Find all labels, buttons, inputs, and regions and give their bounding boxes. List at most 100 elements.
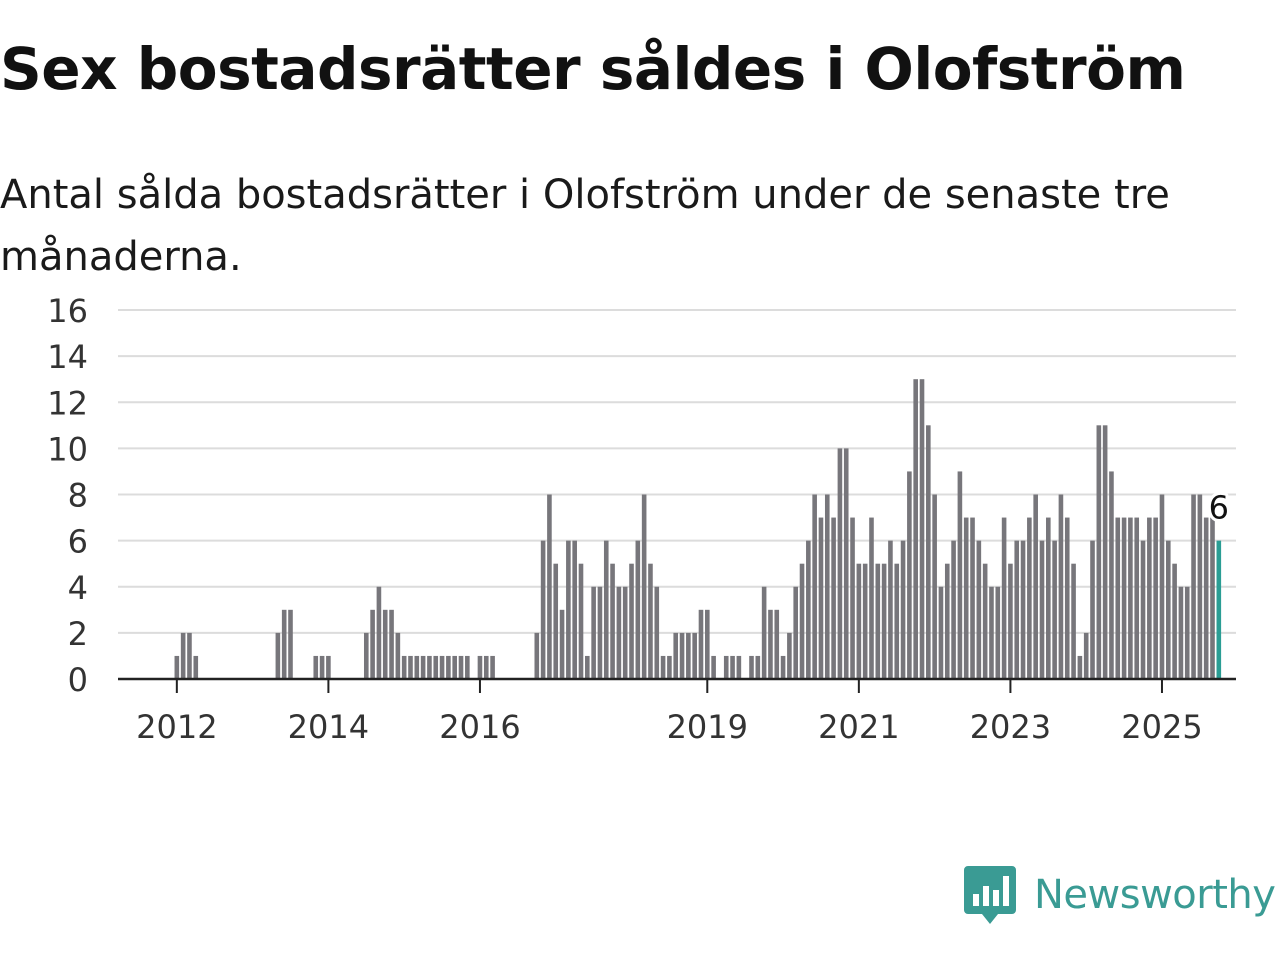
bar bbox=[831, 517, 836, 679]
bar bbox=[970, 517, 975, 679]
bar bbox=[913, 379, 918, 679]
bar bbox=[376, 586, 382, 679]
bar bbox=[1210, 517, 1215, 679]
bar bbox=[894, 563, 900, 679]
bar bbox=[1096, 425, 1102, 679]
bar bbox=[1001, 517, 1007, 679]
bar bbox=[755, 655, 761, 679]
y-tick-label: 8 bbox=[68, 477, 88, 515]
bar bbox=[995, 586, 1001, 679]
bar bbox=[711, 655, 716, 679]
bar bbox=[806, 540, 811, 680]
bar bbox=[1191, 494, 1196, 679]
x-tick-label: 2023 bbox=[970, 708, 1051, 746]
y-tick-label: 6 bbox=[68, 523, 88, 561]
bar bbox=[1039, 540, 1045, 680]
bar bbox=[1115, 517, 1121, 679]
bar bbox=[477, 655, 483, 679]
bar bbox=[1052, 540, 1057, 680]
bar bbox=[427, 655, 432, 679]
bar bbox=[1064, 517, 1070, 679]
chart-title: Sex bostadsrätter såldes i Olofström bbox=[0, 35, 1186, 103]
bar bbox=[698, 609, 704, 679]
bar bbox=[1077, 655, 1083, 679]
bar bbox=[1090, 540, 1095, 680]
bar bbox=[1203, 517, 1209, 679]
bar bbox=[761, 586, 767, 679]
bar bbox=[401, 655, 407, 679]
y-tick-label: 4 bbox=[68, 569, 88, 607]
bar bbox=[982, 563, 988, 679]
bar bbox=[749, 655, 754, 679]
bar bbox=[1197, 494, 1203, 679]
bar bbox=[774, 609, 780, 679]
bar bbox=[1178, 586, 1184, 679]
bar bbox=[730, 655, 735, 679]
bar bbox=[547, 494, 552, 679]
bar bbox=[1020, 540, 1026, 680]
bar bbox=[856, 563, 862, 679]
bar bbox=[1140, 540, 1146, 680]
bar bbox=[1159, 494, 1165, 679]
bar bbox=[597, 586, 603, 679]
bar bbox=[465, 655, 470, 679]
y-tick-label: 0 bbox=[68, 661, 88, 699]
bar bbox=[1058, 494, 1064, 679]
brand-name: Newsworthy bbox=[1034, 872, 1276, 918]
bar bbox=[610, 563, 615, 679]
bar bbox=[780, 655, 786, 679]
bar bbox=[1046, 517, 1051, 679]
y-tick-label: 16 bbox=[47, 292, 88, 330]
bar bbox=[957, 471, 963, 679]
bar bbox=[648, 563, 653, 679]
bar bbox=[1014, 540, 1020, 680]
bar bbox=[862, 563, 868, 679]
newsworthy-logo-icon bbox=[964, 866, 1016, 924]
bar bbox=[989, 586, 994, 679]
bar bbox=[654, 586, 660, 679]
bar bbox=[408, 655, 413, 679]
bar bbox=[414, 655, 420, 679]
bar bbox=[313, 655, 319, 679]
x-axis: 2012 2014 2016 2019 2021 2023 2025 bbox=[118, 677, 1236, 746]
bar bbox=[578, 563, 584, 679]
y-tick-label: 14 bbox=[47, 338, 88, 376]
bar bbox=[174, 655, 180, 679]
last-value-label: 6 bbox=[1209, 489, 1229, 527]
y-tick-label: 10 bbox=[47, 430, 88, 468]
bar bbox=[1121, 517, 1127, 679]
bar bbox=[382, 609, 388, 679]
bar bbox=[458, 655, 464, 679]
bar bbox=[673, 632, 679, 680]
bar bbox=[938, 586, 944, 679]
y-tick-label: 12 bbox=[47, 384, 88, 422]
brand-logo: Newsworthy bbox=[964, 864, 1276, 926]
bar bbox=[1008, 563, 1013, 679]
bar bbox=[932, 494, 937, 679]
x-tick-label: 2025 bbox=[1121, 708, 1202, 746]
bar bbox=[616, 586, 622, 679]
bar bbox=[976, 540, 982, 680]
bar bbox=[193, 655, 199, 679]
bar bbox=[818, 517, 824, 679]
bar bbox=[534, 632, 540, 680]
bar bbox=[483, 655, 489, 679]
bar bbox=[281, 609, 287, 679]
bar bbox=[686, 632, 691, 680]
bar bbox=[1153, 517, 1158, 679]
bar bbox=[1102, 425, 1108, 679]
bar bbox=[553, 563, 559, 679]
bar bbox=[180, 632, 186, 680]
bar bbox=[319, 655, 325, 679]
bar bbox=[875, 563, 881, 679]
bar bbox=[926, 425, 931, 679]
bar bbox=[275, 632, 281, 680]
bar bbox=[768, 609, 773, 679]
x-tick-label: 2012 bbox=[136, 708, 217, 746]
bar bbox=[1128, 517, 1133, 679]
x-tick-label: 2016 bbox=[439, 708, 520, 746]
bar bbox=[723, 655, 729, 679]
bar bbox=[326, 655, 331, 679]
bar bbox=[187, 632, 192, 680]
